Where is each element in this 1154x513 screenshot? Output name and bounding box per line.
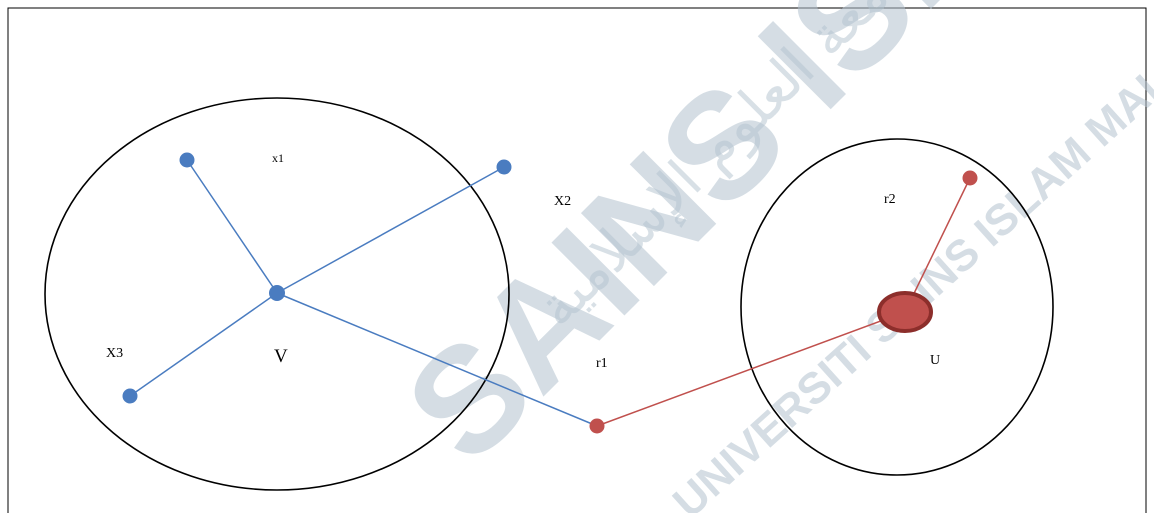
node-x1 xyxy=(179,152,195,168)
edge-v-x2 xyxy=(276,166,505,294)
red-edges xyxy=(596,177,971,427)
label-u: U xyxy=(930,353,940,368)
watermark: SAINS ISLAM جامعة العلوم الإسلامية UNIVE… xyxy=(374,0,1154,513)
node-v xyxy=(269,285,285,301)
ellipse-u xyxy=(740,138,1054,476)
label-r2: r2 xyxy=(884,192,896,207)
frame-border xyxy=(7,7,1147,513)
label-x3: X3 xyxy=(106,346,123,361)
node-x3 xyxy=(122,388,138,404)
edge-v-r1 xyxy=(276,292,598,427)
edge-v-x1 xyxy=(186,159,278,294)
node-r2 xyxy=(962,170,978,186)
label-x1: x1 xyxy=(272,151,284,165)
label-r1: r1 xyxy=(596,356,608,371)
edge-r1-u xyxy=(596,311,906,427)
label-v: V xyxy=(274,346,288,367)
label-x2: X2 xyxy=(554,194,571,209)
blue-nodes xyxy=(122,152,512,404)
edge-v-x3 xyxy=(129,292,278,397)
node-u xyxy=(877,291,933,333)
labels: x1 X2 X3 V r1 r2 U xyxy=(106,151,940,371)
node-r1 xyxy=(589,418,605,434)
red-nodes xyxy=(589,170,978,434)
node-x2 xyxy=(496,159,512,175)
ellipse-v xyxy=(44,97,510,491)
blue-edges xyxy=(129,159,598,427)
edge-u-r2 xyxy=(904,177,971,313)
